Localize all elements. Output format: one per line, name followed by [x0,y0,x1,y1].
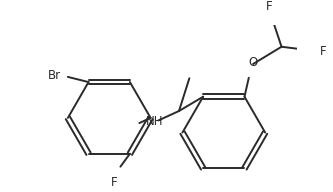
Text: O: O [248,56,258,69]
Text: F: F [319,45,326,58]
Text: F: F [266,0,273,13]
Text: F: F [111,176,118,189]
Text: Br: Br [48,69,61,82]
Text: NH: NH [146,115,164,128]
